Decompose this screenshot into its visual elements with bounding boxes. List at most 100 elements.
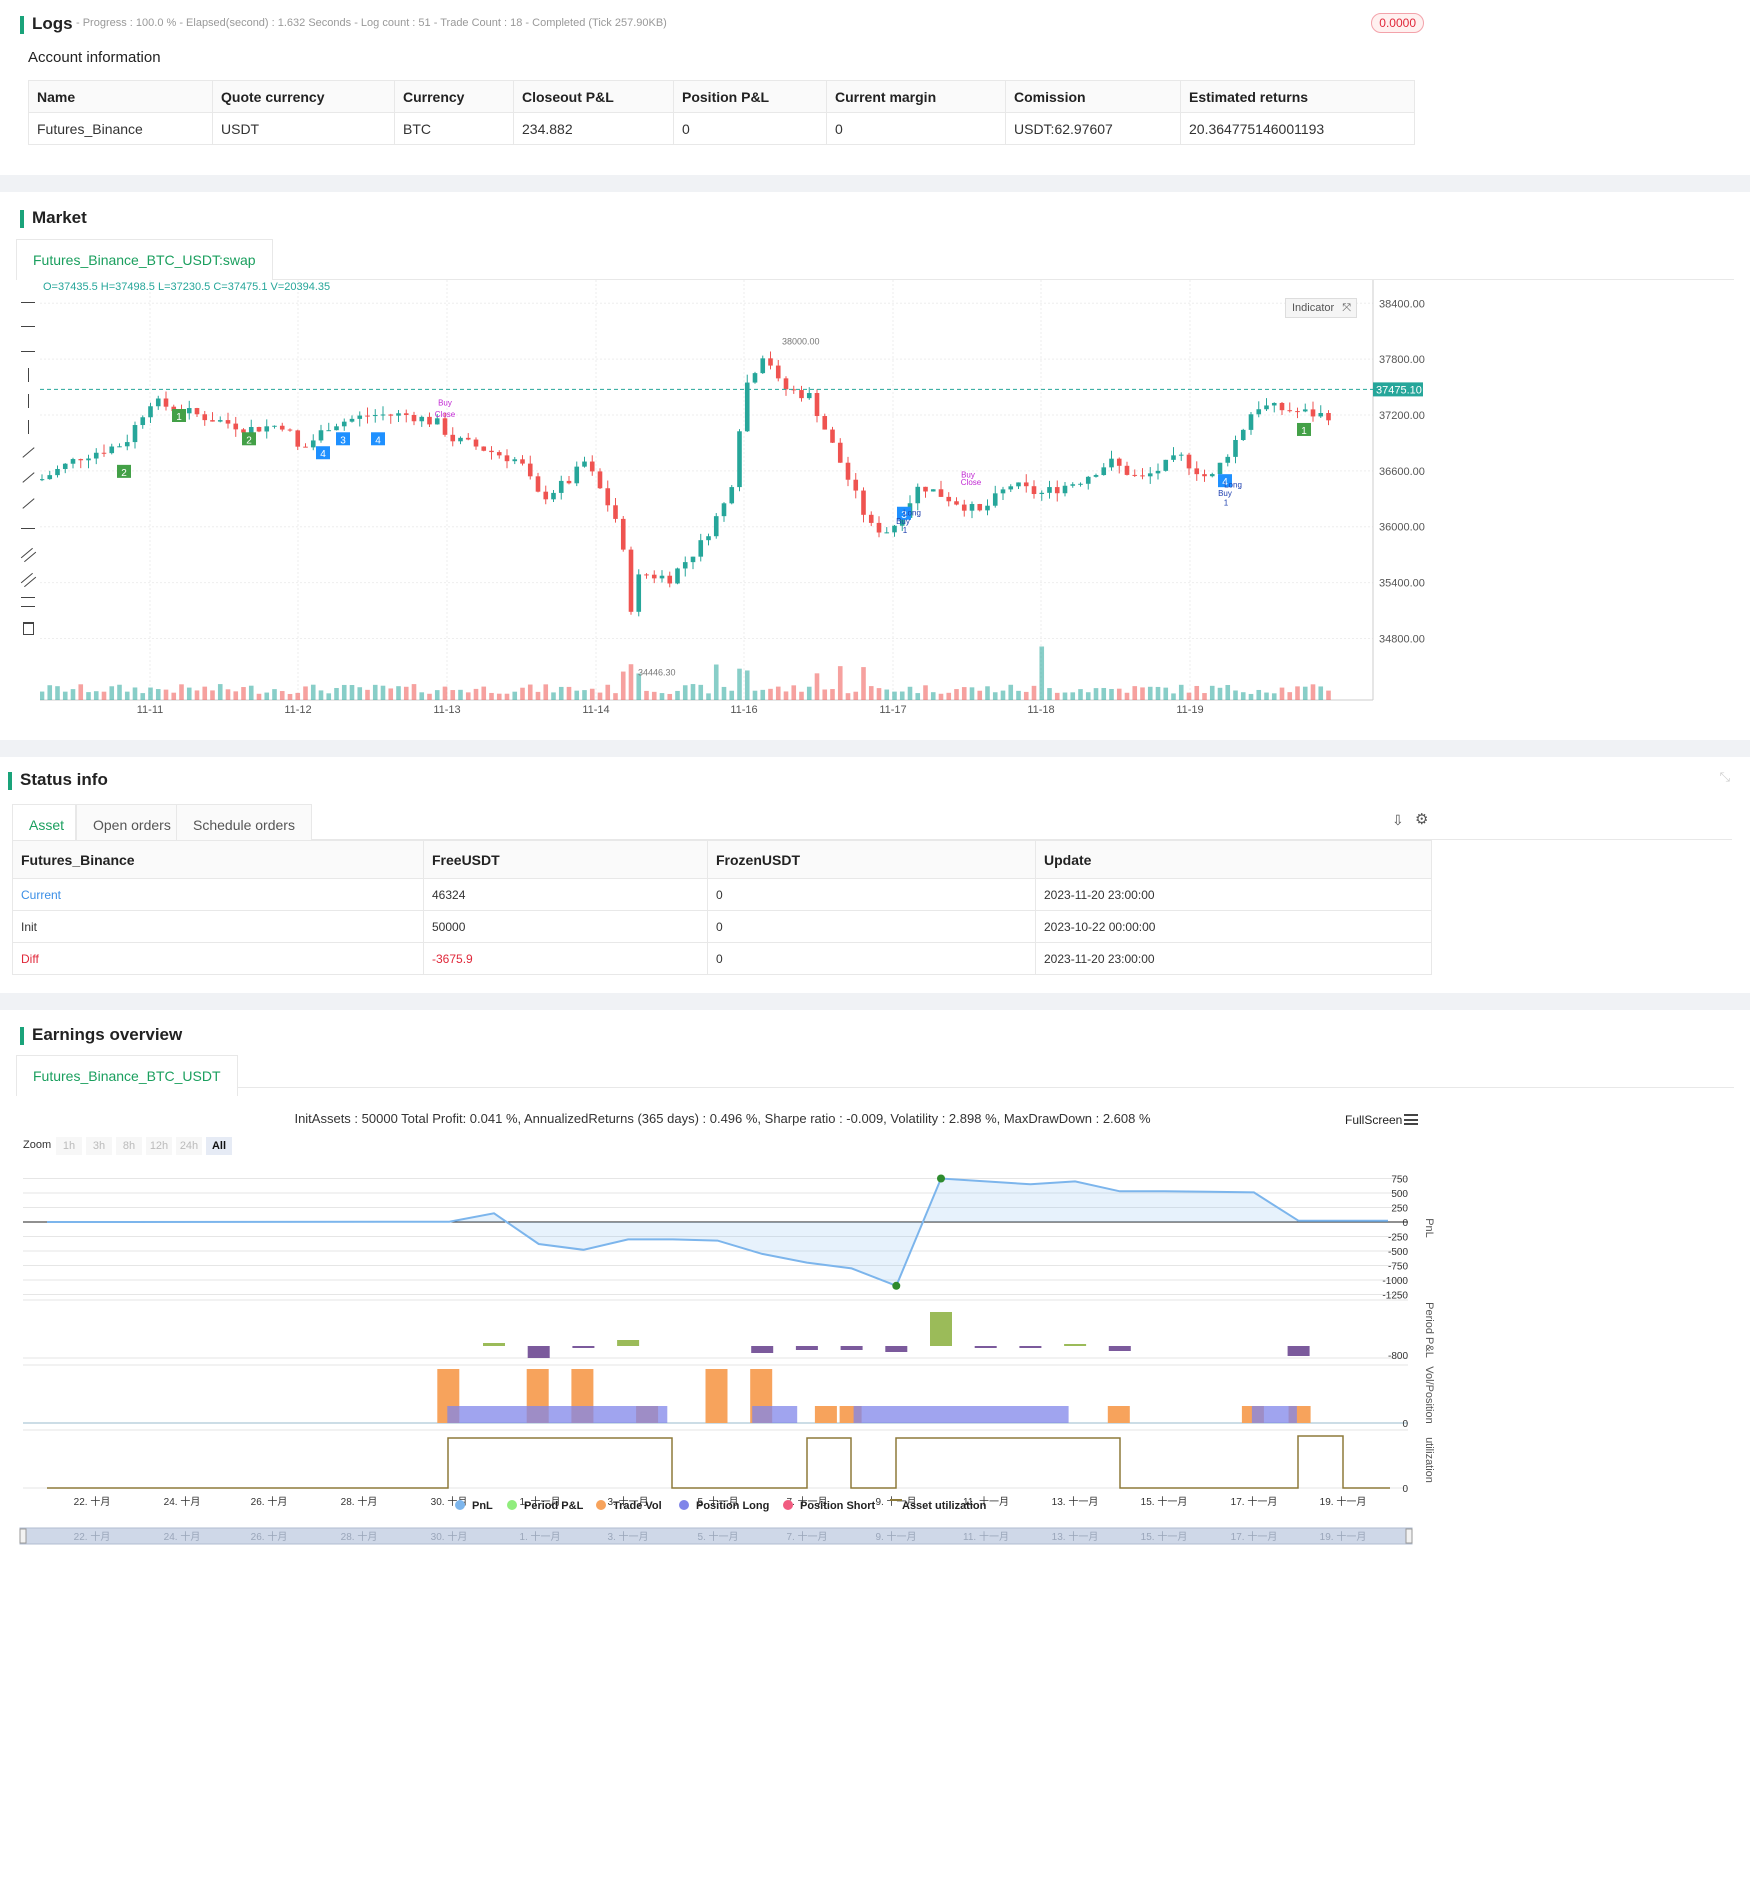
- volume-bar: [659, 693, 665, 700]
- segment-line-icon[interactable]: [22, 498, 35, 509]
- zoom-12h-button[interactable]: 12h: [146, 1137, 172, 1155]
- volume-bar: [272, 689, 277, 700]
- vertical-segment-icon[interactable]: [28, 420, 29, 434]
- period-pnl-bar: [527, 1346, 550, 1358]
- candle-body: [1101, 467, 1107, 476]
- asset-table: Futures_Binance FreeUSDT FrozenUSDT Upda…: [12, 840, 1432, 975]
- legend-item-pnl[interactable]: PnL: [455, 1500, 493, 1512]
- tab-schedule-orders[interactable]: Schedule orders: [176, 804, 312, 845]
- period-pnl-bar: [885, 1346, 908, 1352]
- horizontal-line-icon[interactable]: [21, 302, 35, 303]
- vertical-line-icon[interactable]: [28, 368, 29, 382]
- tab-asset[interactable]: Asset: [12, 804, 76, 845]
- candle-body: [1085, 476, 1091, 484]
- horizontal-segment-icon[interactable]: [21, 351, 35, 352]
- ray-line-icon[interactable]: [22, 472, 35, 483]
- volume-bar: [876, 688, 882, 700]
- volume-bar: [1062, 692, 1068, 700]
- legend-label: Trade Vol: [613, 1500, 662, 1512]
- trend-line-icon[interactable]: [22, 447, 35, 458]
- candle-body: [1062, 485, 1068, 494]
- tab-open-orders[interactable]: Open orders: [76, 804, 188, 845]
- x-tick-label: 22. 十月: [74, 1495, 111, 1508]
- volume-bar: [1155, 686, 1161, 700]
- candle-body: [620, 518, 626, 550]
- row-label-current: Current: [12, 878, 424, 911]
- candle-body: [946, 496, 952, 502]
- trade-marker: [172, 409, 186, 422]
- earnings-chart[interactable]: 750 500 250 0 -250 -500 -750 -1000 -1250 -800 0 0 Pn…: [0, 1010, 1445, 1899]
- vertical-ray-icon[interactable]: [28, 394, 29, 408]
- trade-marker: [1297, 422, 1311, 436]
- download-icon[interactable]: ⇩: [1392, 812, 1404, 828]
- last-price-tag: [1373, 382, 1423, 397]
- trade-marker-label: 1: [176, 412, 182, 423]
- legend-item-position-short[interactable]: Position Short: [783, 1500, 876, 1512]
- indicator-button[interactable]: Indicator ⤧: [1285, 298, 1357, 318]
- collapse-icon[interactable]: ⤡: [1719, 769, 1730, 784]
- trade-label: Buy: [438, 399, 452, 408]
- volume-bar: [1116, 688, 1122, 700]
- candle-body: [1302, 409, 1308, 412]
- price-channel-icon[interactable]: [20, 572, 37, 588]
- legend-item-period-p-l[interactable]: Period P&L: [507, 1500, 584, 1512]
- candle-body: [1209, 474, 1215, 477]
- candle-body: [853, 479, 859, 491]
- volume-bar: [1264, 692, 1269, 700]
- account-closeout: 234.882: [513, 112, 674, 145]
- trade-label: Long: [1224, 481, 1242, 490]
- volume-bar: [574, 690, 580, 700]
- asset-col-frozen: FrozenUSDT: [707, 840, 1036, 879]
- parallel-channel-icon[interactable]: [20, 547, 37, 563]
- candle-body: [954, 501, 959, 505]
- gear-icon[interactable]: ⚙: [1415, 811, 1429, 828]
- zoom-1h-button[interactable]: 1h: [56, 1137, 82, 1155]
- x-tick-label: 7. 十一月: [786, 1495, 827, 1508]
- trash-icon[interactable]: [23, 622, 34, 635]
- logs-summary: - Progress : 100.0 % - Elapsed(second) :…: [76, 17, 667, 29]
- candle-body: [388, 414, 394, 416]
- legend-item-asset-utilization[interactable]: Asset utilization: [890, 1499, 987, 1512]
- account-col-position: Position P&L: [673, 80, 827, 113]
- fullscreen-button[interactable]: FullScreen: [1345, 1113, 1402, 1127]
- candle-body: [1178, 454, 1184, 456]
- period-tick-label: -800: [1388, 1351, 1408, 1362]
- menu-icon[interactable]: [1404, 1114, 1418, 1125]
- pnl-tick-label: 0: [1402, 1218, 1408, 1229]
- tab-earnings-symbol[interactable]: Futures_Binance_BTC_USDT: [16, 1055, 238, 1096]
- zoom-24h-button[interactable]: 24h: [176, 1137, 202, 1155]
- candle-body: [1225, 456, 1231, 463]
- candle-body: [442, 418, 448, 435]
- fullscreen-label: FullScreen: [1345, 1113, 1403, 1127]
- volume-bar: [682, 685, 688, 700]
- price-line-icon[interactable]: [21, 528, 35, 529]
- volume-bar: [551, 692, 556, 700]
- zoom-3h-button[interactable]: 3h: [86, 1137, 112, 1155]
- candle-body: [303, 446, 308, 448]
- volume-bar: [1256, 689, 1262, 700]
- candle-body: [496, 452, 502, 456]
- account-title: Account information: [28, 49, 161, 66]
- candle-body: [915, 486, 921, 504]
- volume-bar: [1186, 692, 1192, 700]
- candle-body: [814, 393, 820, 417]
- horizontal-ray-icon[interactable]: [21, 326, 35, 327]
- logs-title: Logs: [20, 14, 73, 34]
- volume-bar: [1302, 686, 1308, 700]
- zoom-8h-button[interactable]: 8h: [116, 1137, 142, 1155]
- candle-body: [1295, 411, 1300, 413]
- candlestick-chart[interactable]: 38400.00 37800.00 37200.00 36600.00 36000.00…: [40, 280, 1470, 730]
- navigator-tick-label: 19. 十一月: [1320, 1530, 1367, 1543]
- trade-marker-label: 4: [375, 435, 381, 446]
- volume-bar: [899, 691, 905, 700]
- candle-body: [566, 480, 572, 484]
- legend-item-position-long[interactable]: Position Long: [679, 1500, 769, 1512]
- candle-body: [202, 414, 208, 421]
- legend-item-trade-vol[interactable]: Trade Vol: [596, 1500, 662, 1512]
- fibonacci-icon[interactable]: [21, 597, 35, 607]
- tab-market-symbol[interactable]: Futures_Binance_BTC_USDT:swap: [16, 239, 273, 280]
- volume-bar: [775, 686, 781, 700]
- expand-icon: ⤧: [1342, 302, 1351, 314]
- navigator-tick-label: 1. 十一月: [519, 1530, 560, 1543]
- zoom-all-button[interactable]: All: [206, 1137, 232, 1155]
